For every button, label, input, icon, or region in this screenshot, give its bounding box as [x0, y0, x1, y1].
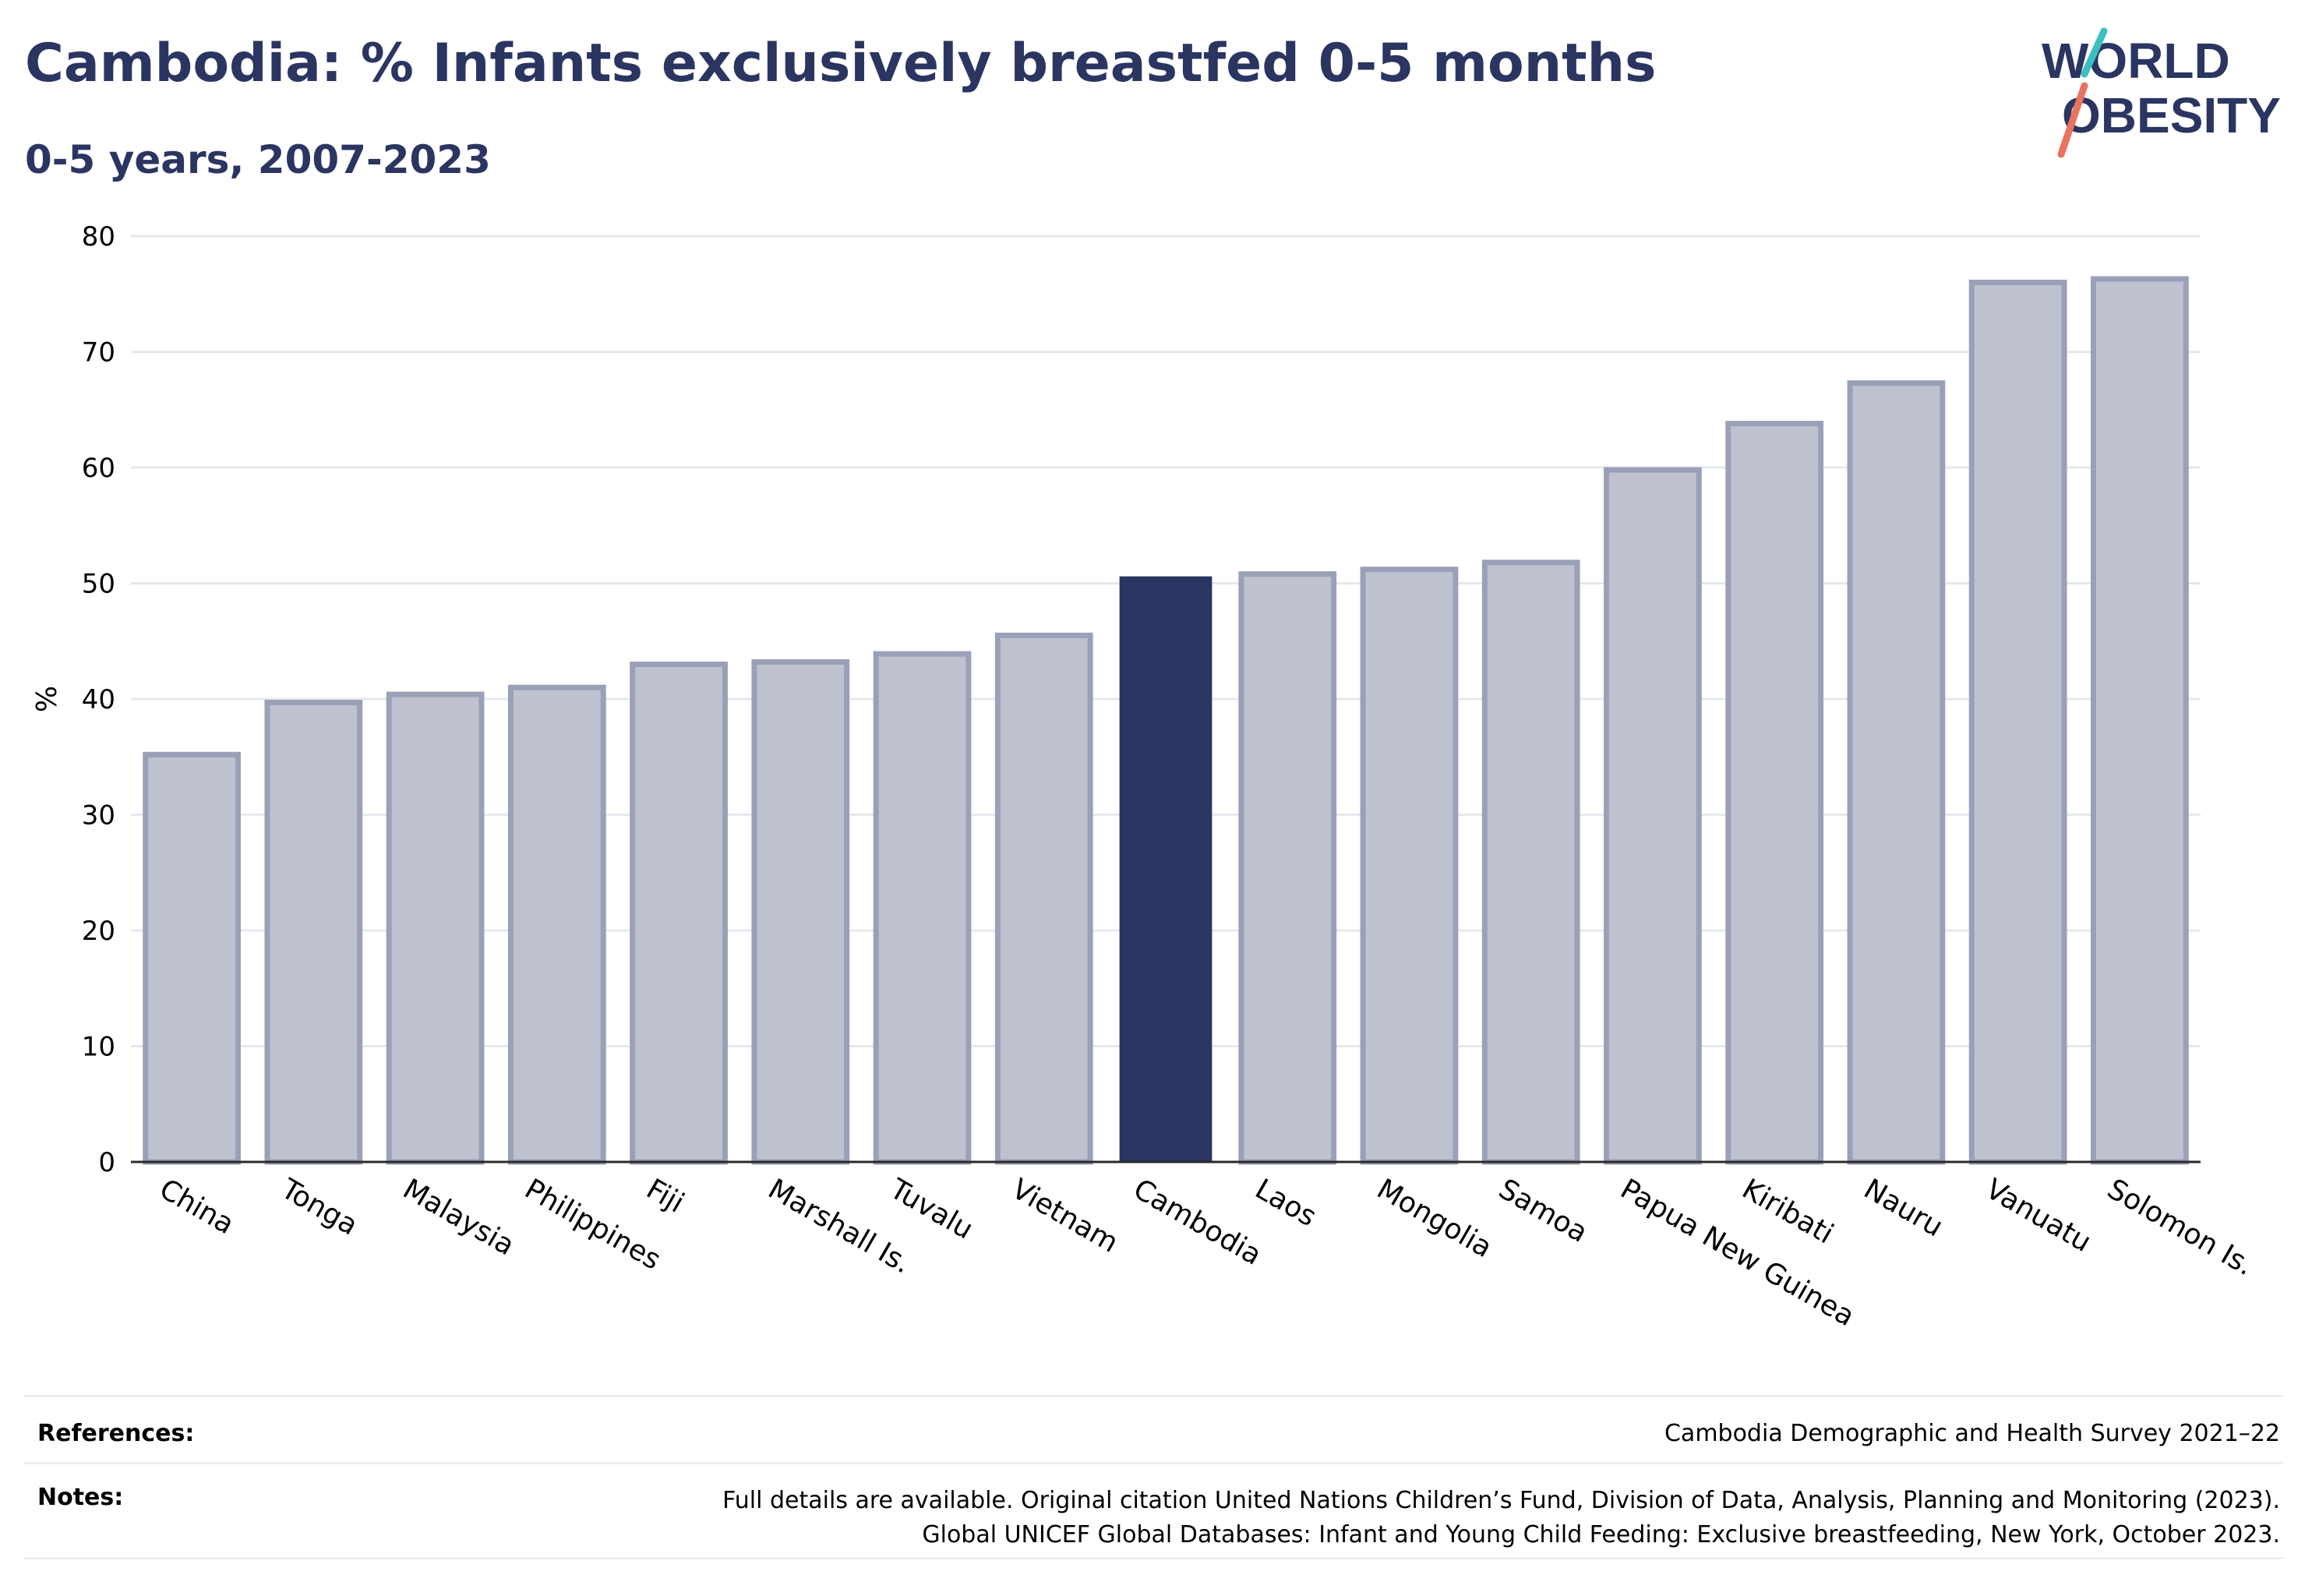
bar-cambodia: [1119, 576, 1213, 1162]
bar-tuvalu: [873, 651, 972, 1165]
references-label: References:: [37, 1420, 195, 1447]
x-tick-label: Mongolia: [1371, 1173, 1498, 1264]
footer-divider-middle: [23, 1462, 2283, 1464]
y-tick-label: 30: [82, 800, 115, 832]
x-tick-label: Malaysia: [397, 1173, 520, 1262]
bar-china: [143, 751, 241, 1165]
x-tick-label: Papua New Guinea: [1615, 1173, 1859, 1333]
x-tick-label: Solomon Is.: [2102, 1173, 2259, 1282]
footer-divider-top: [23, 1395, 2283, 1397]
x-tick-label: China: [154, 1173, 240, 1241]
bar-samoa: [1481, 560, 1580, 1165]
notes-label: Notes:: [37, 1484, 124, 1511]
bar-solomon-is: [2091, 276, 2189, 1165]
y-tick-label: 50: [82, 569, 115, 600]
bar-kiribati: [1725, 421, 1824, 1165]
x-tick-label: Samoa: [1493, 1173, 1593, 1249]
logo-coral-stroke: [2057, 82, 2088, 158]
x-tick-label: Laos: [1250, 1173, 1322, 1233]
y-tick-label: 40: [82, 684, 115, 715]
bar-tonga: [264, 699, 363, 1165]
x-tick-label: Cambodia: [1128, 1173, 1267, 1272]
chart-subtitle: 0-5 years, 2007-2023: [25, 137, 491, 182]
x-tick-label: Vietnam: [1006, 1173, 1123, 1259]
references-text: Cambodia Demographic and Health Survey 2…: [1664, 1420, 2280, 1447]
bar-fiji: [630, 661, 728, 1165]
y-tick-label: 80: [82, 221, 115, 252]
bar-nauru: [1847, 380, 1946, 1165]
bar-vietnam: [994, 632, 1093, 1165]
x-tick-label: Tonga: [275, 1173, 363, 1242]
notes-line-2: Global UNICEF Global Databases: Infant a…: [922, 1521, 2280, 1548]
logo-teal-stroke: [2081, 27, 2108, 78]
y-tick-label: 10: [82, 1032, 115, 1063]
notes-line-1: Full details are available. Original cit…: [722, 1487, 2280, 1514]
logo-line1: WORLD: [2042, 33, 2230, 89]
chart-title: Cambodia: % Infants exclusively breastfe…: [25, 33, 1657, 94]
bar-mongolia: [1360, 567, 1459, 1165]
x-tick-label: Philippines: [519, 1173, 665, 1276]
notes-text: Full details are available. Original cit…: [722, 1484, 2280, 1552]
footer-divider-bottom: [23, 1557, 2283, 1559]
x-tick-label: Nauru: [1858, 1173, 1948, 1243]
x-tick-label: Fiji: [641, 1173, 690, 1220]
bar-philippines: [507, 684, 606, 1165]
y-tick-label: 70: [82, 337, 115, 369]
bar-papua-new-guinea: [1604, 467, 1702, 1165]
x-tick-label: Kiribati: [1737, 1173, 1839, 1250]
bar-laos: [1238, 571, 1337, 1165]
bar-malaysia: [386, 691, 485, 1165]
logo-line2: OBESITY: [2062, 87, 2281, 143]
y-axis-label: %: [31, 686, 63, 712]
bar-vanuatu: [1968, 279, 2067, 1165]
y-tick-label: 20: [82, 916, 115, 947]
world-obesity-logo: WORLD OBESITY: [2042, 27, 2281, 158]
bar-marshall-is: [751, 659, 850, 1165]
y-tick-label: 0: [98, 1147, 115, 1178]
y-tick-label: 60: [82, 453, 115, 484]
x-tick-label: Vanuatu: [1980, 1173, 2096, 1259]
x-tick-label: Tuvalu: [884, 1173, 978, 1246]
bar-chart: 0 10 20 30 40 50 60 70 80% China Tonga Malaysia Phil…: [31, 221, 2259, 1333]
